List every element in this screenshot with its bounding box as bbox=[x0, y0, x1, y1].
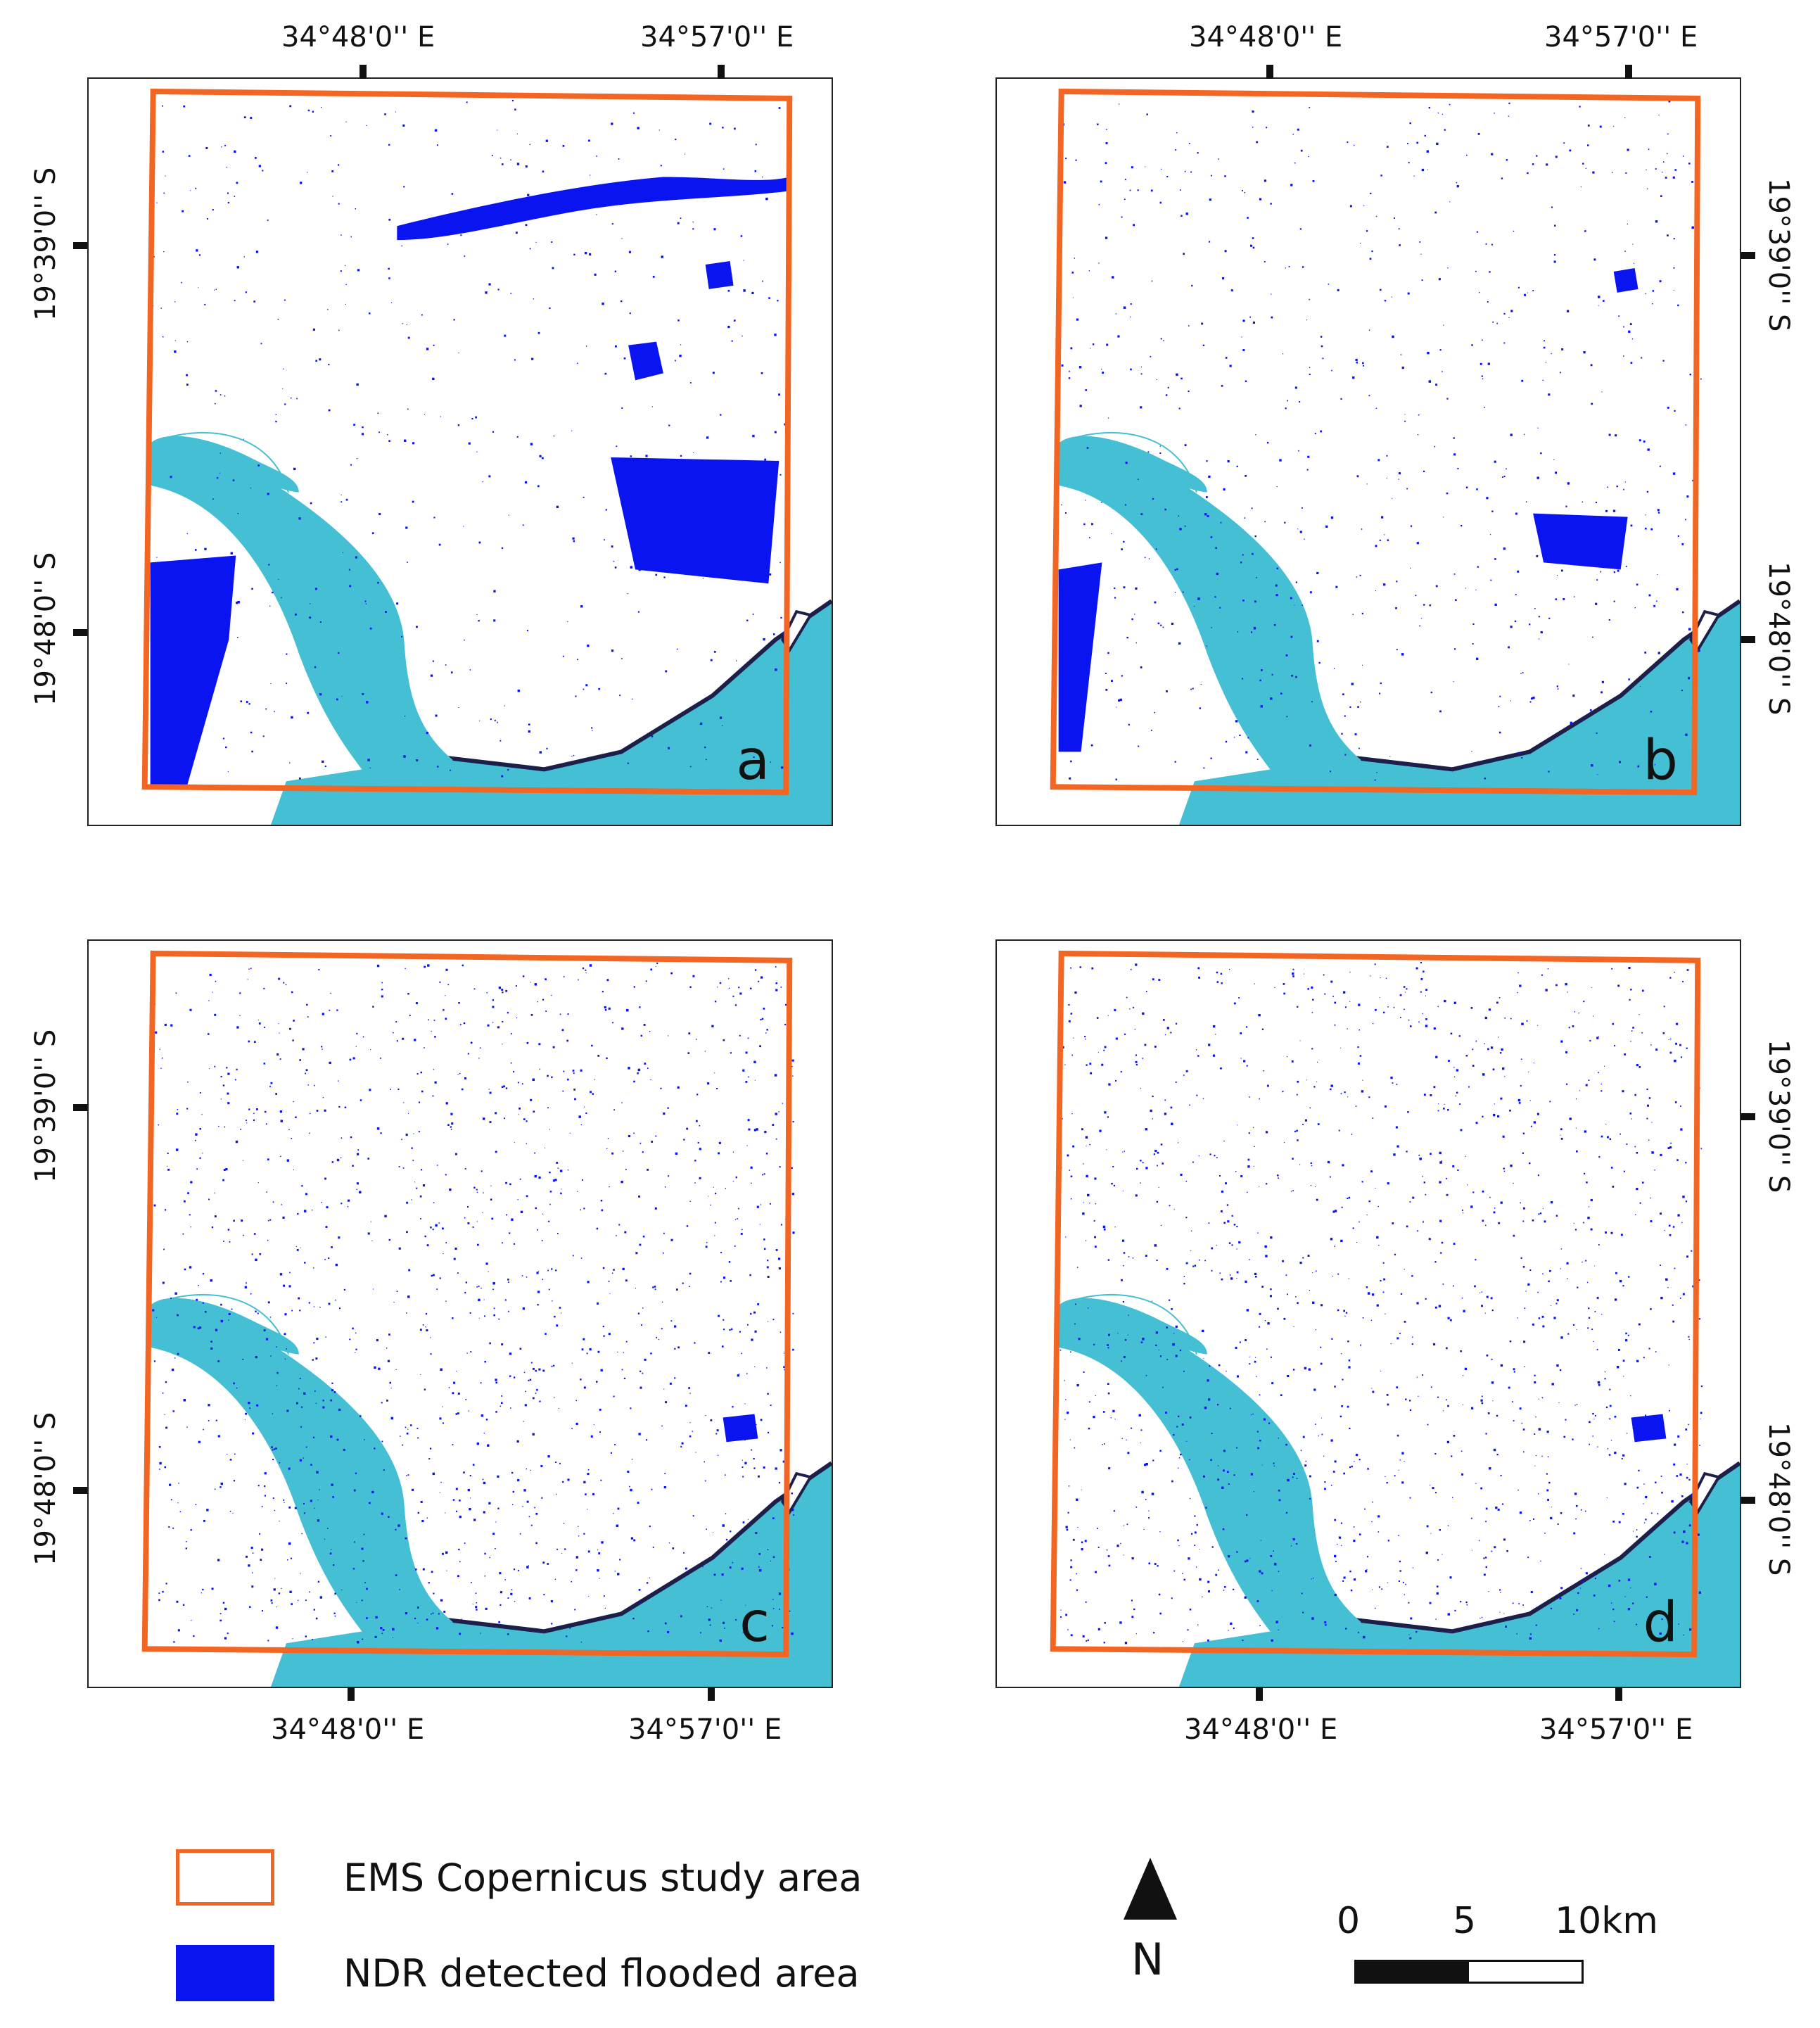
scalebar-label-5: 5 bbox=[1453, 1900, 1477, 1942]
river-channel bbox=[150, 436, 299, 493]
lat-label-b-2: 19°48'0'' S bbox=[1762, 562, 1795, 716]
lon-label-b-top-2: 34°57'0'' E bbox=[1544, 21, 1698, 53]
tick-c-left-2 bbox=[73, 1487, 87, 1494]
scalebar-label-0: 0 bbox=[1337, 1900, 1361, 1942]
panel-letter-c: c bbox=[739, 1591, 770, 1654]
river-channel bbox=[1058, 1298, 1207, 1355]
river-estuary bbox=[1058, 443, 1362, 787]
flood-layer bbox=[150, 99, 791, 787]
river-channel bbox=[1058, 436, 1207, 493]
lat-label-d-1: 19°39'0'' S bbox=[1762, 1039, 1795, 1193]
river-estuary bbox=[150, 1305, 454, 1649]
lat-label-a-1: 19°39'0'' S bbox=[30, 167, 62, 321]
panel-letter-b: b bbox=[1643, 729, 1678, 792]
legend-study-area-label: EMS Copernicus study area bbox=[343, 1855, 863, 1900]
tributary bbox=[1058, 432, 1197, 493]
lon-label-a-top-2: 34°57'0'' E bbox=[640, 21, 794, 53]
legend-flooded-label: NDR detected flooded area bbox=[343, 1951, 860, 1996]
legend-flooded-swatch bbox=[176, 1945, 274, 2001]
map-b-svg bbox=[1050, 88, 1740, 825]
tick-b-right-2 bbox=[1741, 636, 1755, 643]
north-label: N bbox=[1131, 1934, 1164, 1985]
lon-label-a-top-1: 34°48'0'' E bbox=[281, 21, 435, 53]
tick-b-top-1 bbox=[1266, 65, 1273, 79]
lon-label-b-top-1: 34°48'0'' E bbox=[1189, 21, 1343, 53]
lon-label-c-bottom-1: 34°48'0'' E bbox=[271, 1713, 425, 1746]
map-a-svg bbox=[141, 88, 832, 825]
lat-label-d-2: 19°48'0'' S bbox=[1762, 1422, 1795, 1576]
legend-flooded: NDR detected flooded area bbox=[176, 1945, 860, 2001]
lon-label-d-bottom-1: 34°48'0'' E bbox=[1184, 1713, 1338, 1746]
river-estuary bbox=[1058, 1305, 1362, 1649]
scalebar bbox=[1354, 1960, 1584, 1984]
lon-label-d-bottom-2: 34°57'0'' E bbox=[1539, 1713, 1693, 1746]
north-arrow-icon bbox=[1124, 1858, 1177, 1920]
flood-layer bbox=[152, 962, 795, 1644]
lon-label-c-bottom-2: 34°57'0'' E bbox=[628, 1713, 782, 1746]
tick-a-left-1 bbox=[73, 242, 87, 249]
flood-layer bbox=[1058, 100, 1702, 781]
tick-d-bottom-1 bbox=[1256, 1687, 1263, 1701]
tick-a-top-2 bbox=[718, 65, 725, 79]
scalebar-segment-black bbox=[1356, 1962, 1469, 1982]
tributary bbox=[1058, 1294, 1197, 1355]
tributary bbox=[150, 432, 289, 493]
flood-layer bbox=[1059, 961, 1703, 1644]
scalebar-segment-white bbox=[1469, 1962, 1582, 1982]
map-panel-b: b bbox=[995, 77, 1741, 826]
panel-letter-d: d bbox=[1643, 1591, 1678, 1654]
tick-c-bottom-1 bbox=[348, 1687, 355, 1701]
map-c-svg bbox=[141, 950, 832, 1687]
tick-d-right-1 bbox=[1741, 1113, 1755, 1120]
tick-b-right-1 bbox=[1741, 252, 1755, 259]
tick-a-top-1 bbox=[359, 65, 367, 79]
map-panel-a: a bbox=[87, 77, 833, 826]
tick-b-top-2 bbox=[1625, 65, 1632, 79]
panel-letter-a: a bbox=[736, 729, 770, 792]
tick-c-left-1 bbox=[73, 1104, 87, 1111]
river-channel bbox=[150, 1298, 299, 1355]
lat-label-c-2: 19°48'0'' S bbox=[30, 1412, 62, 1566]
study-area-boundary bbox=[1050, 88, 1701, 796]
map-panel-d: d bbox=[995, 939, 1741, 1688]
lat-label-c-1: 19°39'0'' S bbox=[30, 1029, 62, 1183]
river-island bbox=[1107, 1389, 1170, 1521]
map-panel-c: c bbox=[87, 939, 833, 1688]
tick-c-bottom-2 bbox=[708, 1687, 715, 1701]
scalebar-label-10km: 10km bbox=[1555, 1900, 1658, 1942]
lat-label-b-1: 19°39'0'' S bbox=[1762, 178, 1795, 332]
legend-study-area: EMS Copernicus study area bbox=[176, 1849, 862, 1906]
tick-a-left-2 bbox=[73, 629, 87, 636]
legend-study-area-swatch bbox=[176, 1849, 274, 1906]
tick-d-bottom-2 bbox=[1615, 1687, 1622, 1701]
tick-d-right-2 bbox=[1741, 1497, 1755, 1504]
study-area-boundary bbox=[1050, 950, 1701, 1658]
study-area-boundary bbox=[141, 950, 793, 1658]
river-island bbox=[199, 1389, 262, 1521]
map-d-svg bbox=[1050, 950, 1740, 1687]
study-area-boundary bbox=[141, 88, 793, 796]
lat-label-a-2: 19°48'0'' S bbox=[30, 552, 62, 706]
river-island bbox=[1107, 527, 1170, 659]
river-estuary bbox=[150, 443, 454, 787]
